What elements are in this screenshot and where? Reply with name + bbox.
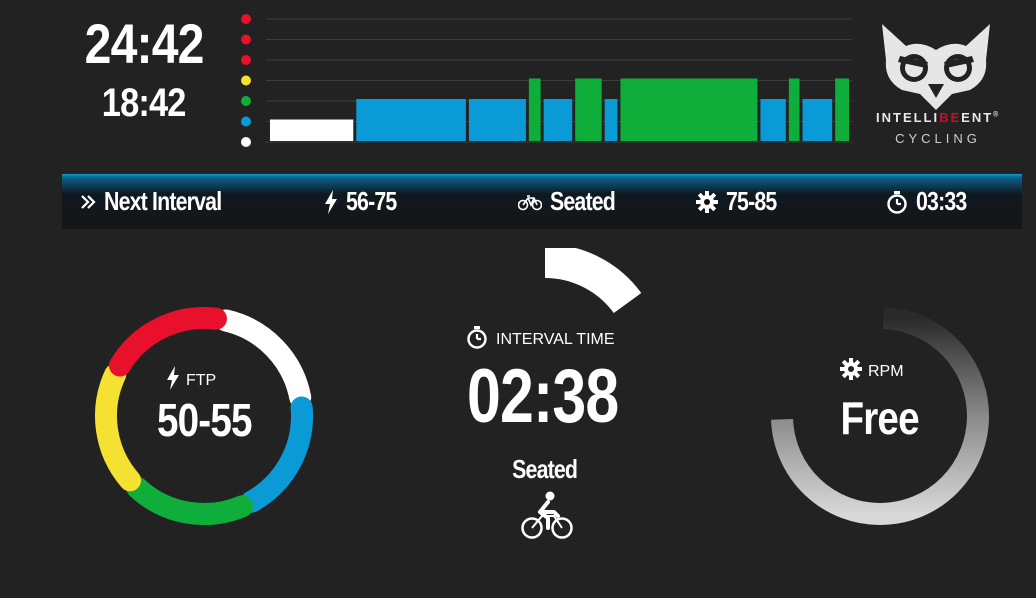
gear-icon <box>696 190 718 213</box>
rpm-label: RPM <box>840 358 930 385</box>
cyclist-icon <box>521 491 573 539</box>
ftp-zone-ring <box>95 307 313 525</box>
zone-dot <box>241 55 251 65</box>
next-interval-power: 56-75 <box>324 174 408 229</box>
owl-logo-icon <box>882 24 990 110</box>
logo-wordmark: INTELLIBEENT® <box>876 110 1001 125</box>
remaining-time-clock: 18:42 <box>102 81 187 125</box>
interval-bar <box>575 78 602 141</box>
interval-bar <box>788 78 800 141</box>
stopwatch-icon <box>886 190 908 214</box>
ftp-zone-segment <box>215 309 312 409</box>
ftp-zone-segment <box>126 476 254 525</box>
interval-progress-ring <box>544 248 642 314</box>
stopwatch-icon <box>466 325 488 354</box>
zone-dot <box>241 34 251 45</box>
next-interval-cadence: 75-85 <box>696 174 788 229</box>
ftp-zone-segment <box>240 396 313 513</box>
interval-bar <box>356 99 466 141</box>
total-time-clock: 24:42 <box>84 12 205 75</box>
double-chevron-icon <box>80 194 96 210</box>
interval-bar <box>468 99 526 141</box>
lightning-bolt-icon <box>166 366 180 395</box>
next-interval-bar: Next Interval 56-75 Seated 75-85 03:33 <box>62 174 1022 229</box>
interval-bar <box>802 99 833 141</box>
interval-bar <box>604 99 618 141</box>
interval-bar <box>528 78 541 141</box>
interval-bar <box>270 119 354 141</box>
zone-dot <box>241 96 251 106</box>
logo-subtitle: CYCLING <box>895 131 981 146</box>
zone-dot <box>241 75 251 86</box>
next-interval-title: Next Interval <box>80 174 247 229</box>
zone-dot <box>241 14 251 24</box>
zone-dot <box>241 137 251 147</box>
interval-progress-arc <box>544 248 642 314</box>
rpm-arc <box>771 307 989 525</box>
interval-bar <box>835 78 849 141</box>
ftp-zone-segment <box>95 363 142 492</box>
ftp-zone-segment <box>108 307 227 377</box>
rpm-value: Free <box>840 392 920 444</box>
next-interval-position: Seated <box>518 174 629 229</box>
next-interval-duration: 03:33 <box>886 174 978 229</box>
workout-profile-chart <box>241 14 852 147</box>
interval-time-value: 02:38 <box>467 354 619 439</box>
interval-bar <box>543 99 573 141</box>
rpm-ring <box>771 307 989 525</box>
ftp-value: 50-55 <box>156 394 252 446</box>
interval-bar <box>760 99 786 141</box>
ftp-label: FTP <box>166 366 246 395</box>
zone-dot <box>241 116 251 127</box>
interval-time-label: INTERVAL TIME <box>466 325 636 354</box>
riding-position-label: Seated <box>512 454 578 484</box>
interval-bar <box>620 78 758 141</box>
lightning-bolt-icon <box>324 189 338 214</box>
bicycle-icon <box>518 193 542 211</box>
gear-icon <box>840 358 862 385</box>
